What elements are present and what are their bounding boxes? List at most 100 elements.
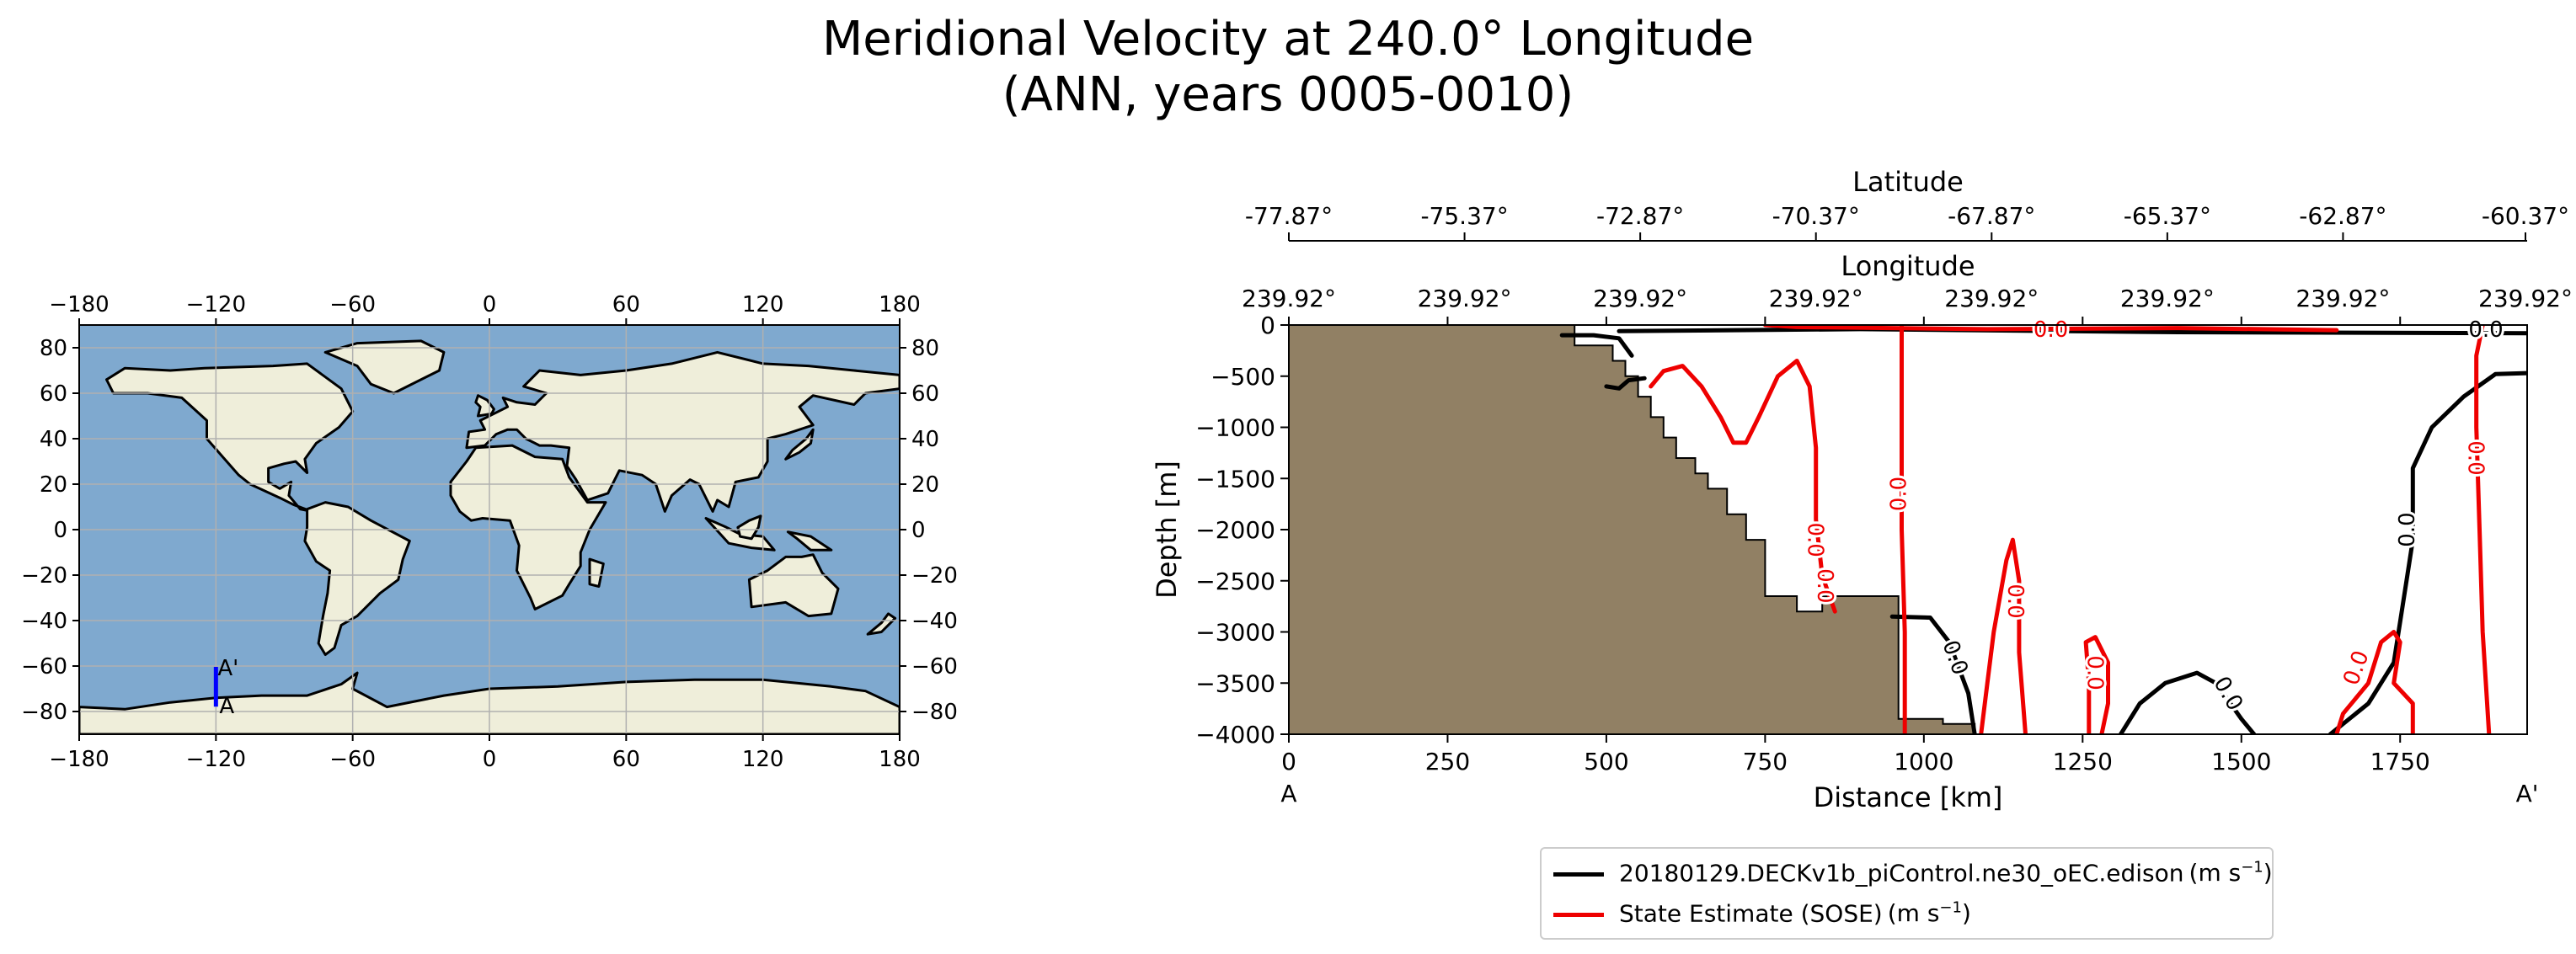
land-eurasia [465, 350, 900, 513]
map-xtick-label-top: −120 [186, 292, 246, 317]
land-new-guinea [786, 530, 833, 552]
land-north-america [105, 362, 355, 513]
contour-label: 0.0 [1812, 568, 1837, 603]
map-xtick-label-top: 120 [742, 292, 784, 317]
section-xtick-label: 500 [1584, 748, 1628, 775]
contour-line-series1-4 [2334, 630, 2415, 734]
map-xtick-label-top: −60 [329, 292, 376, 317]
map-ytick-label-left: 80 [40, 336, 67, 361]
longitude-axis-label: Longitude [1841, 250, 1975, 282]
section-ytick-label: −1000 [1195, 414, 1275, 442]
land-arabia-madagascar [588, 557, 605, 588]
longitude-tick-label: 239.92° [1944, 285, 2039, 312]
section-ytick-label: −1500 [1195, 465, 1275, 493]
map-ytick-label-left: 0 [53, 518, 67, 543]
map-ytick-label-left: −40 [21, 609, 67, 634]
contour-line-series0-4 [2327, 370, 2527, 734]
longitude-tick-label: 239.92° [1242, 285, 1336, 312]
latitude-tick-label: -70.37° [1772, 202, 1860, 230]
contour-line-series1-1 [1900, 325, 1907, 734]
longitude-tick-label: 239.92° [2478, 285, 2573, 312]
legend-unit-model: (m s−1) [2189, 859, 2273, 887]
legend-label-model: 20180129.DECKv1b_piControl.ne30_oEC.edis… [1619, 859, 2184, 887]
map-landmasses [79, 339, 900, 734]
contour-label: 0.0 [2034, 317, 2068, 343]
section-xtick-label: 1750 [2370, 748, 2430, 775]
section-xtick-label: 750 [1743, 748, 1788, 775]
section-ytick-label: 0 [1260, 312, 1275, 339]
section-xtick-label: 0 [1281, 748, 1296, 775]
section-ytick-label: −3000 [1195, 619, 1275, 647]
map-xtick-label-bottom: −180 [49, 747, 109, 772]
contour-label: 0.0 [2468, 317, 2503, 343]
latitude-axis-label: Latitude [1852, 166, 1964, 198]
map-xtick-label-top: 180 [879, 292, 921, 317]
contour-label: 0.0 [2463, 440, 2488, 475]
contour-lines [1559, 325, 2527, 734]
map-xtick-label-bottom: 0 [483, 747, 497, 772]
map-tick-labels: −180 −180 −120 −120 −60 −60 0 0 60 60 120 120 180 180… [21, 292, 958, 772]
legend-unit-obs: (m s−1) [1887, 899, 1971, 928]
map-ytick-label-left: −80 [21, 700, 67, 725]
map-ytick-label-right: 40 [911, 427, 939, 452]
longitude-tick-label: 239.92° [1593, 285, 1687, 312]
bathymetry-fill [1289, 325, 1976, 734]
longitude-tick-label: 239.92° [2120, 285, 2215, 312]
map-ytick-label-right: 80 [911, 336, 939, 361]
section-end-label: A' [2516, 780, 2539, 807]
contour-line-series0-2 [1889, 614, 1977, 734]
latitude-tick-label: -60.37° [2482, 202, 2569, 230]
contour-label: 0.0 [2082, 655, 2107, 690]
map-ytick-label-right: 60 [911, 381, 939, 407]
latitude-tick-label: -77.87° [1245, 202, 1333, 230]
figure-title: Meridional Velocity at 240.0° Longitude … [0, 12, 2576, 123]
map-ytick-label-right: −40 [911, 609, 958, 634]
map-xtick-label-bottom: 180 [879, 747, 921, 772]
map-xtick-label-top: −180 [49, 292, 109, 317]
latitude-tick-label: -65.37° [2124, 202, 2211, 230]
section-ytick-label: −2500 [1195, 568, 1275, 595]
contour-line-series1-2 [1979, 537, 2028, 734]
contour-line-series0-1 [1604, 376, 1647, 391]
legend-swatch-obs [1553, 913, 1604, 917]
latitude-tick-label: -72.87° [1596, 202, 1684, 230]
contour-label: 0.0 [1937, 637, 1972, 679]
map-ytick-label-right: −80 [911, 700, 958, 725]
map-xtick-label-top: 0 [483, 292, 497, 317]
map-ytick-label-right: 20 [911, 472, 939, 498]
section-start-label: A [1280, 780, 1296, 807]
section-axes: 0 250 500 750 1000 1250 1500 1750 0 −500 −1000 −150… [1195, 202, 2573, 775]
map-ytick-label-right: −60 [911, 654, 958, 680]
section-panel: 0.00.00.00.00.00.00.0 0.00.0 0.00.00.0 0 25… [1151, 166, 2573, 813]
section-ytick-label: −500 [1211, 363, 1275, 391]
map-ytick-label-left: 20 [40, 472, 67, 498]
map-ytick-label-right: 0 [911, 518, 926, 543]
contour-label: 0.0 [2002, 584, 2028, 618]
map-gridlines [79, 325, 900, 734]
map-transect: A A' [213, 656, 238, 719]
contour-line-series1-3 [2083, 635, 2110, 734]
map-xtick-label-bottom: 60 [612, 747, 640, 772]
longitude-tick-label: 239.92° [2295, 285, 2390, 312]
y-axis-label: Depth [m] [1151, 461, 1183, 599]
map-ytick-label-left: −60 [21, 654, 67, 680]
contour-label: 0.0 [1887, 477, 1912, 511]
figure-title-line1: Meridional Velocity at 240.0° Longitude [821, 12, 1755, 67]
contour-line-series1-5 [2474, 325, 2492, 734]
section-xtick-label: 250 [1425, 748, 1470, 775]
land-greenland [323, 339, 446, 395]
contour-label: 0.0 [1803, 522, 1828, 557]
land-japan [784, 428, 815, 461]
land-new-zealand [866, 612, 897, 636]
section-xtick-label: 1250 [2053, 748, 2113, 775]
section-ytick-label: −3500 [1195, 669, 1275, 697]
legend-swatch-model [1553, 872, 1604, 877]
map-xtick-label-top: 60 [612, 292, 640, 317]
transect-end-label: A' [217, 656, 238, 681]
section-xtick-label: 1500 [2211, 748, 2271, 775]
latitude-tick-label: -67.87° [1948, 202, 2035, 230]
section-ytick-label: −4000 [1195, 721, 1275, 749]
section-plot-area [1289, 325, 2527, 734]
map-xtick-label-bottom: −60 [329, 747, 376, 772]
